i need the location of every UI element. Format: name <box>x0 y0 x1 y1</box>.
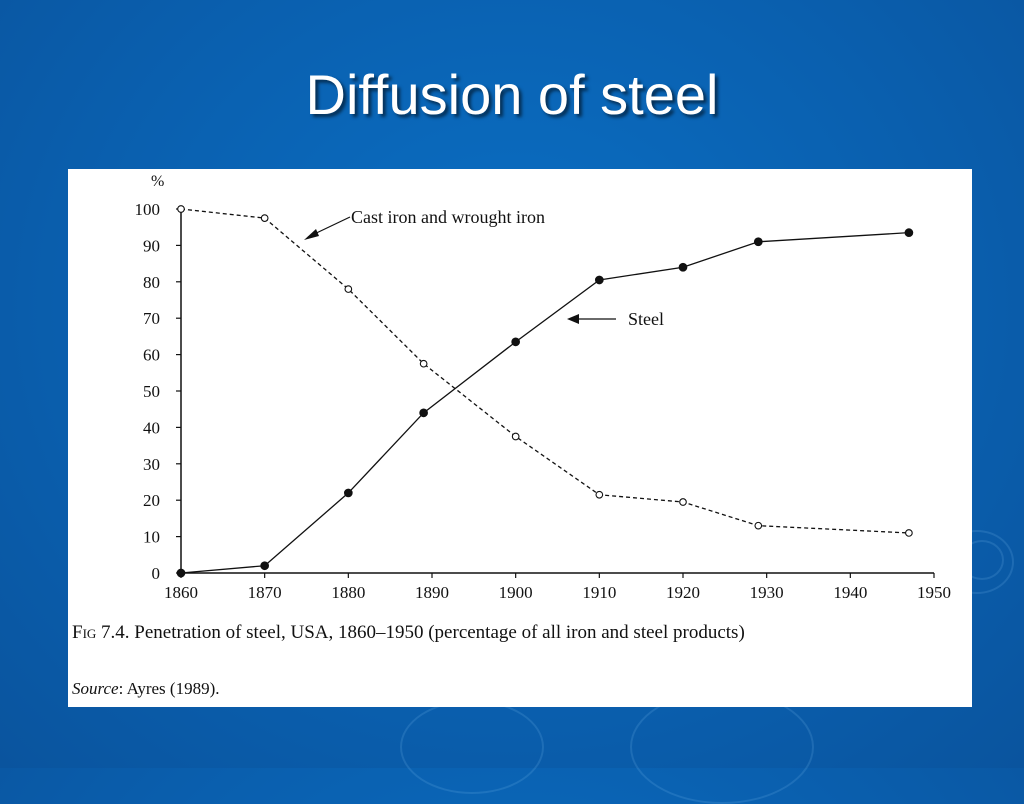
slide-title: Diffusion of steel <box>305 63 719 126</box>
chart-series <box>176 205 914 578</box>
y-tick-label: 10 <box>143 528 160 547</box>
y-tick-label: 70 <box>143 309 160 328</box>
x-tick-label: 1950 <box>917 583 951 602</box>
y-tick-label: 90 <box>143 236 160 255</box>
steel-point <box>904 228 914 238</box>
y-tick-label: 60 <box>143 346 160 365</box>
cast-iron-point <box>511 432 520 441</box>
chart-axes: % <box>151 173 934 574</box>
steel-arrow-head <box>567 314 579 324</box>
x-tick-label: 1940 <box>833 583 867 602</box>
x-tick-label: 1870 <box>248 583 282 602</box>
steel-annotation: Steel <box>628 309 664 329</box>
y-tick-label: 100 <box>135 200 161 219</box>
y-tick-label: 0 <box>152 564 161 583</box>
y-tick-label: 40 <box>143 418 160 437</box>
figure-label: Fig <box>72 622 97 643</box>
cast-iron-point <box>679 498 687 506</box>
source-label: Source <box>72 679 119 698</box>
steel-point <box>260 561 270 571</box>
steel-point <box>753 237 763 247</box>
y-tick-label: 80 <box>143 273 160 292</box>
cast-iron-point <box>344 285 353 293</box>
cast-iron-point <box>905 529 913 537</box>
x-tick-label: 1860 <box>164 583 198 602</box>
figure-source: Source: Ayres (1989). <box>72 677 219 701</box>
decorative-ripple <box>400 700 544 794</box>
x-tick-label: 1900 <box>499 583 533 602</box>
steel-line <box>180 232 909 574</box>
steel-point <box>343 488 353 498</box>
x-tick-label: 1930 <box>750 583 784 602</box>
line-chart: % 0 10 20 30 40 50 60 70 80 90 100 1860 1870 1880 1890… <box>135 173 952 602</box>
x-tick-label: 1880 <box>331 583 365 602</box>
cast-iron-annotation: Cast iron and wrought iron <box>351 207 545 227</box>
figure-caption-text: 7.4. Penetration of steel, USA, 1860–195… <box>101 622 745 643</box>
y-axis-label: % <box>151 173 164 190</box>
x-tick-label: 1920 <box>666 583 700 602</box>
y-tick-label: 30 <box>143 455 160 474</box>
cast-iron-line <box>180 208 909 534</box>
x-tick-label: 1890 <box>415 583 449 602</box>
decorative-ripple <box>630 690 814 804</box>
cast-iron-point <box>177 205 185 213</box>
cast-iron-point <box>419 359 428 368</box>
source-text: : Ayres (1989). <box>118 679 220 698</box>
y-tick-label: 50 <box>143 382 160 401</box>
steel-point <box>419 408 428 418</box>
chart-annotations: Cast iron and wrought iron Steel <box>304 207 664 329</box>
figure-panel: % 0 10 20 30 40 50 60 70 80 90 100 1860 1870 1880 1890… <box>68 169 972 707</box>
steel-point <box>511 337 521 347</box>
cast-iron-point <box>260 214 269 222</box>
steel-point <box>176 568 186 578</box>
cast-iron-point <box>754 521 763 530</box>
chart-ticks: 0 10 20 30 40 50 60 70 80 90 100 1860 1870 1880 1890 19… <box>135 200 952 602</box>
cast-iron-point <box>595 490 604 499</box>
figure-caption: Fig 7.4. Penetration of steel, USA, 1860… <box>72 621 952 645</box>
x-tick-label: 1910 <box>582 583 616 602</box>
cast-iron-arrow-head <box>304 229 319 240</box>
steel-point <box>594 275 604 285</box>
steel-point <box>678 262 688 272</box>
y-tick-label: 20 <box>143 491 160 510</box>
